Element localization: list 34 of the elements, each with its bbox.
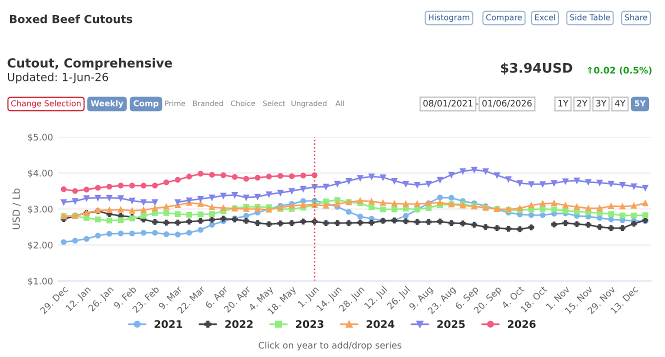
legend-label: 2022 <box>225 320 253 328</box>
text: 2Y <box>577 100 588 106</box>
legend-label: 2023 <box>296 320 324 328</box>
text: Histogram <box>428 14 470 22</box>
text: Change Selection <box>11 100 81 108</box>
text: ⇑0.02 (0.5%) <box>588 66 652 75</box>
text: 01/06/2026 <box>482 100 532 108</box>
text: Click on year to add/drop series <box>258 342 402 350</box>
text: 1Y <box>558 100 568 106</box>
legend-label: 2026 <box>508 320 536 328</box>
legend-label: 2024 <box>366 320 394 328</box>
y-tick-label: $5.00 <box>28 134 53 142</box>
text: Excel <box>535 14 555 20</box>
text: Side Table <box>570 14 610 20</box>
text: 4Y <box>614 100 626 106</box>
text: $3.94USD <box>501 62 572 75</box>
text: 3Y <box>596 100 606 107</box>
x-tick-label: 12. Jul <box>364 286 389 310</box>
text: Share <box>624 14 648 20</box>
text: Boxed Beef Cutouts <box>10 14 132 24</box>
y-tick-label: $3.00 <box>28 206 53 214</box>
text: Weekly <box>90 100 124 108</box>
legend-label: 2025 <box>437 320 465 328</box>
y-axis-title: USD / Lb <box>12 188 21 230</box>
chart-subtitle: Updated: 1-Jun-26 <box>8 72 108 84</box>
y-tick-label: $2.00 <box>28 242 53 250</box>
text: Comp <box>134 100 158 108</box>
chart-title: Cutout, Comprehensive <box>8 58 172 70</box>
text: Compare <box>486 14 522 22</box>
legend-label: 2021 <box>154 320 182 328</box>
y-tick-label: $1.00 <box>28 278 53 286</box>
text: 5Y <box>634 100 646 106</box>
y-tick-label: $4.00 <box>28 170 53 178</box>
text: 08/01/2021 <box>423 100 472 108</box>
